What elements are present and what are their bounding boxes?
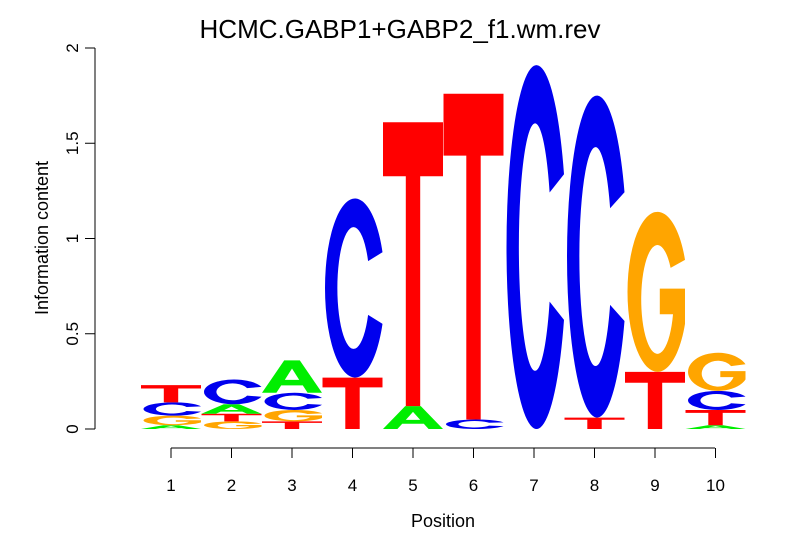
- letter-G: [627, 211, 685, 372]
- letter-G: [143, 415, 201, 426]
- x-tick-label: 2: [227, 476, 236, 495]
- letter-T: [443, 93, 504, 420]
- letter-A: [262, 360, 322, 393]
- x-axis-label: Position: [411, 511, 475, 531]
- y-tick-label: 0.5: [63, 322, 82, 346]
- letter-C: [204, 379, 262, 405]
- x-tick-label: 9: [650, 476, 659, 495]
- letter-T: [625, 371, 685, 429]
- letter-T: [322, 377, 383, 429]
- letter-C: [688, 390, 746, 410]
- stack-position-8: [564, 95, 625, 429]
- stack-position-9: [625, 211, 685, 429]
- stack-position-1: [141, 385, 201, 429]
- y-tick-label: 2: [63, 43, 82, 52]
- letter-T: [141, 385, 201, 403]
- x-tick-label: 8: [590, 476, 599, 495]
- x-tick-label: 10: [706, 476, 725, 495]
- letter-C: [264, 392, 322, 410]
- stack-position-5: [383, 122, 443, 429]
- letter-G: [204, 421, 262, 429]
- letter-C: [446, 419, 504, 429]
- letter-G: [688, 352, 746, 391]
- letter-T: [564, 417, 625, 429]
- x-tick-label: 6: [469, 476, 478, 495]
- y-tick-label: 1: [63, 234, 82, 243]
- y-tick-label: 1.5: [63, 131, 82, 155]
- letter-A: [141, 425, 201, 429]
- letter-C: [506, 65, 564, 429]
- x-tick-label: 3: [287, 476, 296, 495]
- x-tick-label: 7: [529, 476, 538, 495]
- stack-position-10: [685, 352, 746, 429]
- letter-T: [262, 421, 322, 429]
- y-tick-label: 0: [63, 424, 82, 433]
- letter-T: [383, 122, 443, 407]
- letter-C: [325, 198, 383, 378]
- stack-position-4: [322, 198, 383, 429]
- x-axis: 1 2 3 4 5 6 7 8 9 10: [166, 447, 725, 495]
- stack-position-6: [443, 93, 504, 429]
- letter-T: [685, 409, 746, 426]
- x-tick-label: 4: [348, 476, 357, 495]
- letter-C: [567, 95, 625, 418]
- x-tick-label: 5: [408, 476, 417, 495]
- letter-A: [685, 425, 746, 429]
- chart-title: HCMC.GABP1+GABP2_f1.wm.rev: [200, 14, 601, 44]
- letter-C: [143, 402, 201, 416]
- letter-A: [201, 404, 262, 414]
- letter-stacks: [141, 65, 746, 429]
- stack-position-3: [262, 360, 322, 429]
- y-axis-label: Information content: [32, 161, 52, 315]
- stack-position-7: [506, 65, 564, 429]
- x-tick-label: 1: [166, 476, 175, 495]
- letter-G: [264, 409, 322, 422]
- stack-position-2: [201, 379, 262, 429]
- letter-T: [201, 413, 262, 422]
- letter-A: [383, 406, 443, 429]
- y-axis: 0 0.5 1 1.5 2: [63, 43, 96, 434]
